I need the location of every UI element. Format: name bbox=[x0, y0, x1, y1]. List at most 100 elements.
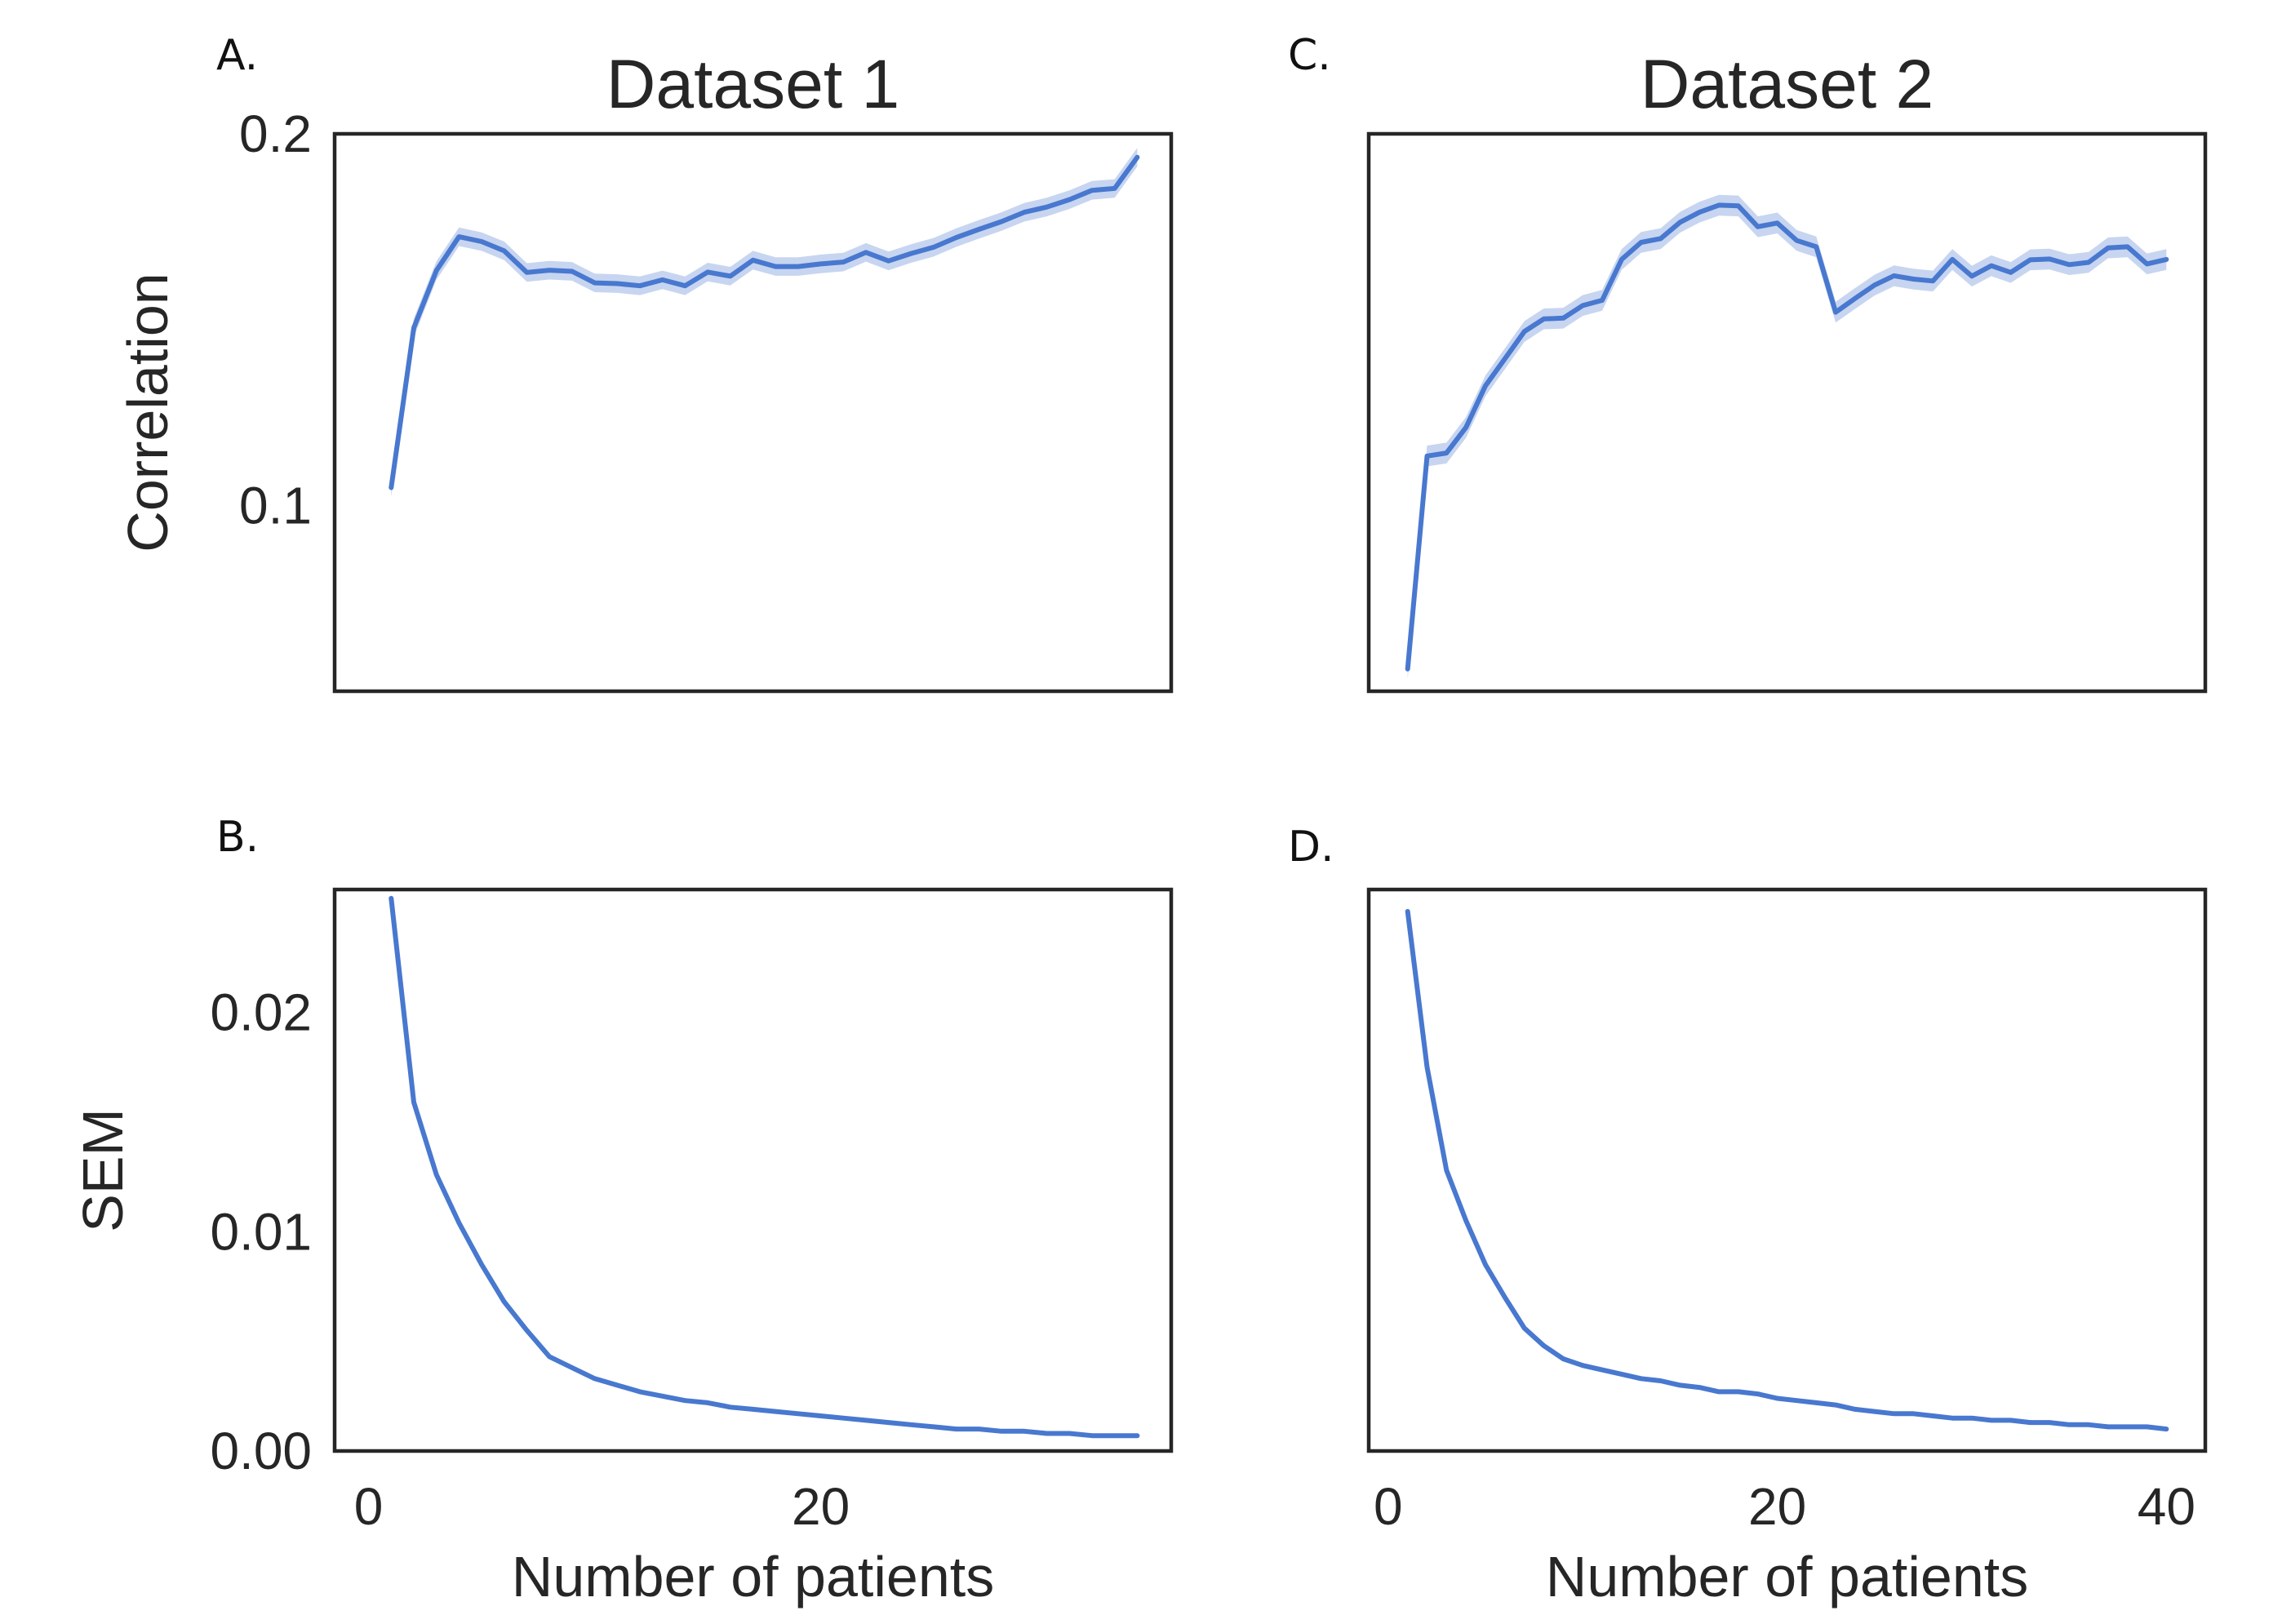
panel-a-data-point bbox=[999, 220, 1004, 224]
panel-a-data-point bbox=[1090, 188, 1094, 193]
panel-b-data-point bbox=[388, 896, 393, 901]
panel-b-data-point bbox=[660, 1394, 665, 1399]
panel-b-data-point bbox=[1090, 1433, 1094, 1438]
panel-d-xtick-label: 20 bbox=[1748, 1477, 1806, 1536]
panel-d-data-point bbox=[1853, 1407, 1858, 1412]
panel-c-letter: C. bbox=[1288, 31, 1331, 80]
panel-a-data-point bbox=[637, 283, 642, 288]
panel-c-data-point bbox=[1794, 238, 1799, 243]
panel-a-data-point bbox=[1045, 205, 1050, 210]
panel-a-data-point bbox=[479, 239, 484, 244]
panel-b-data-point bbox=[1067, 1431, 1072, 1436]
panel-c-data-point bbox=[1930, 278, 1935, 283]
panel-d-data-point bbox=[2086, 1422, 2091, 1427]
panel-a-ytick-label: 0.2 bbox=[239, 104, 312, 163]
panel-c-data-point bbox=[2125, 244, 2130, 249]
panel-d-data-point bbox=[1522, 1326, 1527, 1331]
panel-b-data-point bbox=[841, 1416, 846, 1421]
panel-d-data-point bbox=[1658, 1378, 1663, 1383]
panel-b-data-point bbox=[434, 1172, 439, 1177]
panel-d-data-point bbox=[2028, 1420, 2033, 1425]
panel-b-xtick-label: 0 bbox=[354, 1477, 384, 1536]
panel-c-data-point bbox=[2086, 260, 2091, 265]
panel-d-xlabel: Number of patients bbox=[1546, 1545, 2028, 1608]
panel-d-data-point bbox=[1600, 1368, 1605, 1373]
panel-c-data-point bbox=[2145, 261, 2150, 266]
panel-d-data-point bbox=[1561, 1356, 1565, 1361]
panel-b-data-point bbox=[479, 1262, 484, 1267]
panel-c-data-point bbox=[1853, 296, 1858, 301]
panel-a-data-point bbox=[593, 281, 597, 286]
panel-a-data-point bbox=[682, 283, 687, 288]
panel-d-data-point bbox=[2125, 1424, 2130, 1429]
panel-a-data-point bbox=[977, 227, 982, 232]
panel-b-data-point bbox=[593, 1376, 597, 1381]
panel-d-axes-frame bbox=[1366, 887, 2208, 1453]
panel-c-data-point bbox=[2028, 257, 2033, 262]
panel-c-data-point bbox=[1756, 224, 1760, 229]
panel-b-data-point bbox=[682, 1398, 687, 1403]
panel-d-data-point bbox=[1483, 1262, 1488, 1267]
panel-b-data-point bbox=[886, 1420, 891, 1425]
panel-d-data-point bbox=[1503, 1295, 1507, 1300]
panel-a-data-point bbox=[954, 235, 959, 240]
panel-b-data-point bbox=[1022, 1429, 1027, 1434]
panel-d-data-point bbox=[1911, 1411, 1916, 1416]
panel-b-data-point bbox=[954, 1427, 959, 1431]
panel-c-series-line bbox=[1405, 202, 2169, 672]
panel-a-data-point bbox=[931, 245, 936, 250]
panel-a-data-point bbox=[819, 261, 824, 266]
panel-b-ytick-label: 0.00 bbox=[210, 1422, 312, 1480]
panel-c-data-point bbox=[1639, 240, 1644, 245]
panel-c-data-point bbox=[1697, 210, 1702, 215]
panel-c-data-point bbox=[1463, 425, 1468, 430]
panel-b-data-point bbox=[728, 1404, 733, 1409]
panel-d-data-point bbox=[1677, 1382, 1682, 1387]
panel-b-axes-frame bbox=[332, 887, 1174, 1453]
panel-d-data-point bbox=[1405, 909, 1410, 914]
panel-b-data-point bbox=[864, 1418, 868, 1422]
panel-d-data-point bbox=[1930, 1413, 1935, 1418]
panel-a-data-point bbox=[705, 269, 710, 274]
panel-a-title: Dataset 1 bbox=[606, 46, 900, 122]
panel-a-ylabel: Correlation bbox=[116, 273, 180, 552]
panel-b-data-point bbox=[456, 1221, 461, 1226]
panel-c-data-point bbox=[2067, 262, 2071, 267]
panel-d-data-point bbox=[2106, 1424, 2111, 1429]
panel-b-data-point bbox=[637, 1389, 642, 1394]
panel-a-confidence-band bbox=[391, 148, 1138, 497]
panel-a-data-point bbox=[502, 248, 507, 253]
panel-d-data-point bbox=[1756, 1391, 1760, 1396]
panel-b-data-point bbox=[525, 1328, 530, 1333]
panel-b-ytick-label: 0.01 bbox=[210, 1202, 312, 1261]
panel-b-data-point bbox=[773, 1409, 778, 1414]
panel-c-data-point bbox=[1522, 329, 1527, 334]
panel-c-data-point bbox=[1619, 257, 1624, 262]
panel-d-data-point bbox=[1969, 1416, 1974, 1421]
panel-b-data-point bbox=[931, 1424, 936, 1429]
panel-a-data-point bbox=[1022, 210, 1027, 215]
panel-a-ytick-label: 0.1 bbox=[239, 476, 312, 535]
panel-c-axes-frame bbox=[1366, 131, 2208, 694]
panel-a-data-point bbox=[434, 268, 439, 273]
panel-c-data-point bbox=[1425, 454, 1430, 459]
panel-b-data-point bbox=[615, 1382, 619, 1387]
panel-c-data-point bbox=[1580, 303, 1585, 308]
panel-a-data-point bbox=[773, 264, 778, 269]
panel-d-data-point bbox=[1892, 1411, 1897, 1416]
panel-c-data-point bbox=[2009, 270, 2014, 275]
panel-c-data-point bbox=[1561, 316, 1565, 321]
panel-c-confidence-band bbox=[1407, 194, 2167, 680]
panel-b-data-point bbox=[1112, 1433, 1117, 1438]
panel-c-data-point bbox=[2106, 246, 2111, 251]
panel-a-data-point bbox=[411, 326, 416, 331]
panel-b-data-point bbox=[796, 1411, 801, 1416]
panel-c-data-point bbox=[1989, 264, 1994, 268]
panel-b-data-point bbox=[1045, 1431, 1050, 1436]
panel-c-data-point bbox=[2047, 256, 2052, 261]
panel-d-data-point bbox=[1542, 1343, 1547, 1348]
panel-a-data-point bbox=[908, 251, 913, 256]
panel-b-data-point bbox=[751, 1407, 756, 1412]
panel-b-data-point bbox=[1134, 1433, 1139, 1438]
panel-b-data-point bbox=[570, 1365, 575, 1370]
